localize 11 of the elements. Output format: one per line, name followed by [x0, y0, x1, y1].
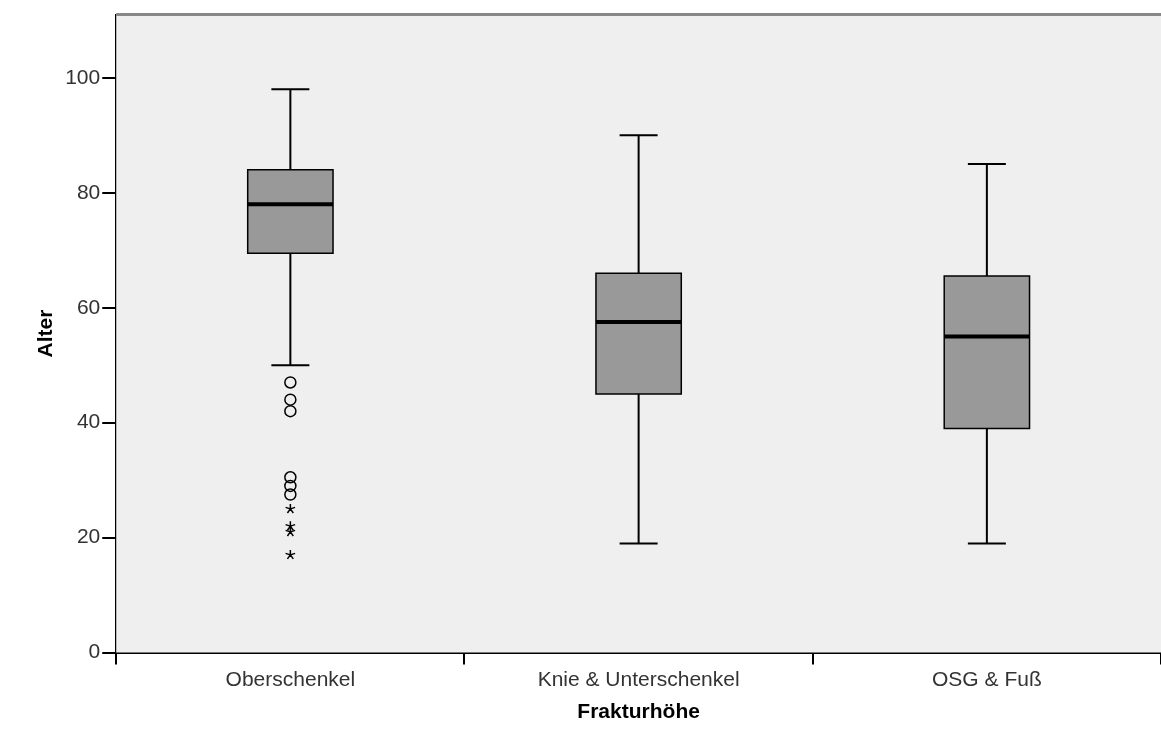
y-tick-label: 0 — [88, 639, 101, 663]
x-axis-title: Frakturhöhe — [577, 699, 700, 723]
x-tick-label: OSG & Fuß — [932, 667, 1042, 690]
x-tick-label: Knie & Unterschenkel — [537, 667, 740, 690]
y-tick-label: 100 — [65, 64, 101, 88]
x-tick-label: Oberschenkel — [225, 667, 356, 690]
y-tick-label: 40 — [76, 409, 101, 433]
y-tick-label: 80 — [76, 179, 101, 203]
y-tick-label: 60 — [76, 294, 101, 318]
y-tick-label: 20 — [76, 524, 101, 548]
y-axis-title: Alter — [33, 309, 57, 358]
